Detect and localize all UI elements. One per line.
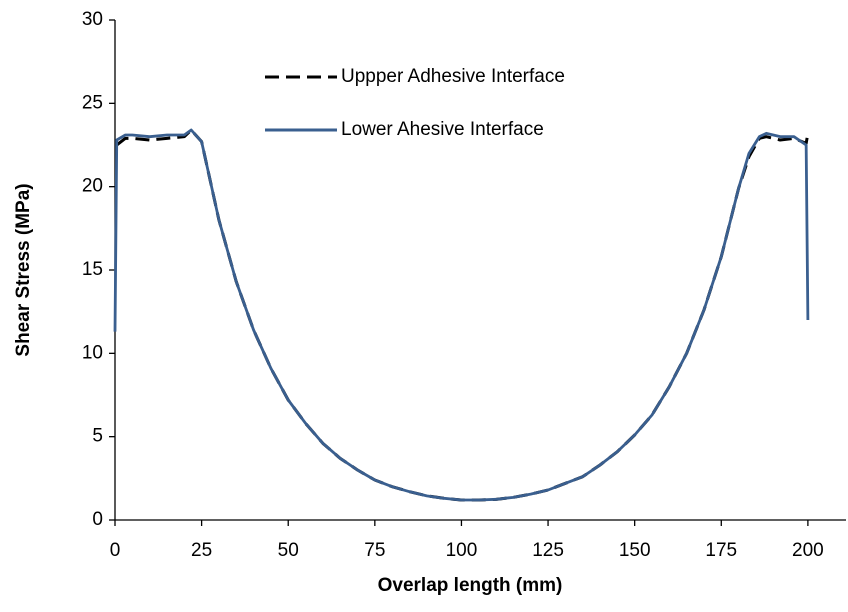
x-tick-label: 100 bbox=[446, 540, 478, 561]
x-tick-label: 75 bbox=[364, 540, 385, 561]
x-tick-label: 175 bbox=[705, 540, 737, 561]
x-tick-label: 125 bbox=[532, 540, 564, 561]
x-tick-label: 200 bbox=[792, 540, 824, 561]
y-tick-label: 15 bbox=[82, 259, 103, 280]
y-tick-label: 20 bbox=[82, 176, 103, 197]
y-tick-label: 5 bbox=[92, 426, 103, 447]
x-axis-title: Overlap length (mm) bbox=[378, 575, 563, 596]
x-tick-label: 150 bbox=[619, 540, 651, 561]
y-tick-label: 30 bbox=[82, 9, 103, 30]
x-tick-label: 25 bbox=[191, 540, 212, 561]
y-tick-label: 25 bbox=[82, 92, 103, 113]
x-tick-label: 0 bbox=[110, 540, 121, 561]
legend-label: Lower Ahesive Interface bbox=[341, 119, 544, 140]
legend-label: Uppper Adhesive Interface bbox=[341, 66, 565, 87]
series-line bbox=[115, 128, 810, 502]
series-line bbox=[113, 128, 810, 502]
y-tick-label: 0 bbox=[92, 509, 103, 530]
y-tick-label: 10 bbox=[82, 342, 103, 363]
x-tick-label: 50 bbox=[278, 540, 299, 561]
y-axis-title: Shear Stress (MPa) bbox=[13, 183, 34, 356]
